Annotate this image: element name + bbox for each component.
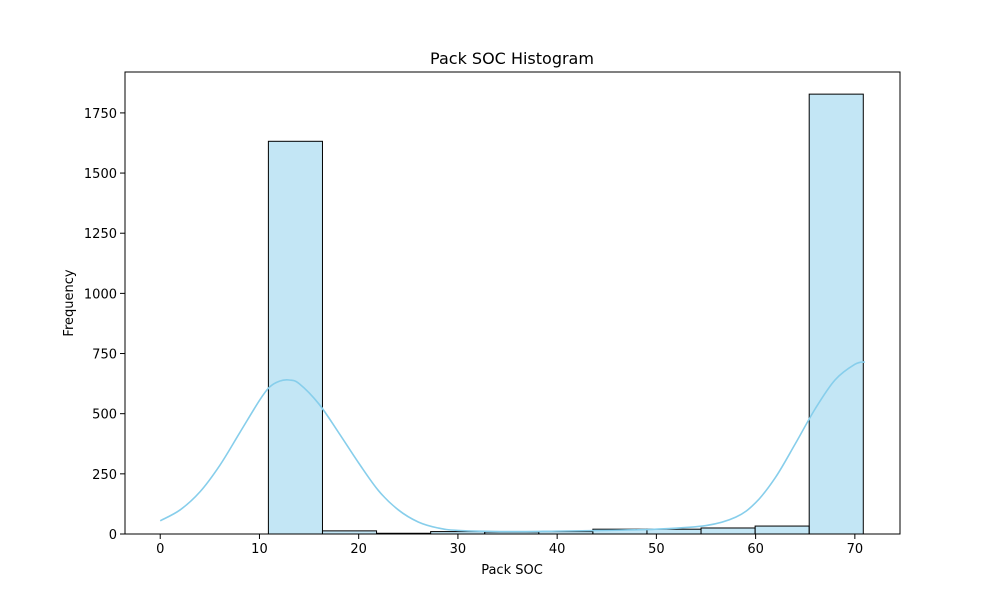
x-tick-label: 30	[450, 542, 467, 557]
x-axis: 0 10 20 30 40 50 60 70	[156, 534, 863, 557]
x-tick-label: 0	[156, 542, 164, 557]
x-axis-label: Pack SOC	[481, 563, 543, 578]
histogram-bar	[267, 140, 323, 535]
chart-title: Pack SOC Histogram	[430, 49, 594, 68]
x-tick-label: 70	[847, 542, 864, 557]
histogram-bar	[808, 93, 864, 535]
plot-area-frame	[124, 71, 901, 535]
x-tick-label: 10	[251, 542, 268, 557]
y-tick-label: 1750	[84, 107, 117, 122]
y-tick-label: 1250	[84, 227, 117, 242]
y-axis: 0 250 500 750 1000 1250 1500 1750	[84, 107, 125, 543]
y-tick-label: 1500	[84, 167, 117, 182]
x-tick-label: 50	[648, 542, 665, 557]
histogram-bar	[700, 527, 756, 535]
histogram-bar	[754, 525, 810, 535]
y-tick-label: 750	[92, 348, 117, 363]
y-axis-label: Frequency	[62, 269, 77, 336]
kde-density-line	[159, 361, 865, 533]
y-tick-label: 500	[92, 408, 117, 423]
y-tick-label: 0	[109, 528, 117, 543]
x-tick-label: 20	[350, 542, 367, 557]
y-tick-label: 250	[92, 468, 117, 483]
x-tick-label: 40	[549, 542, 566, 557]
y-tick-label: 1000	[84, 287, 117, 302]
x-tick-label: 60	[747, 542, 764, 557]
